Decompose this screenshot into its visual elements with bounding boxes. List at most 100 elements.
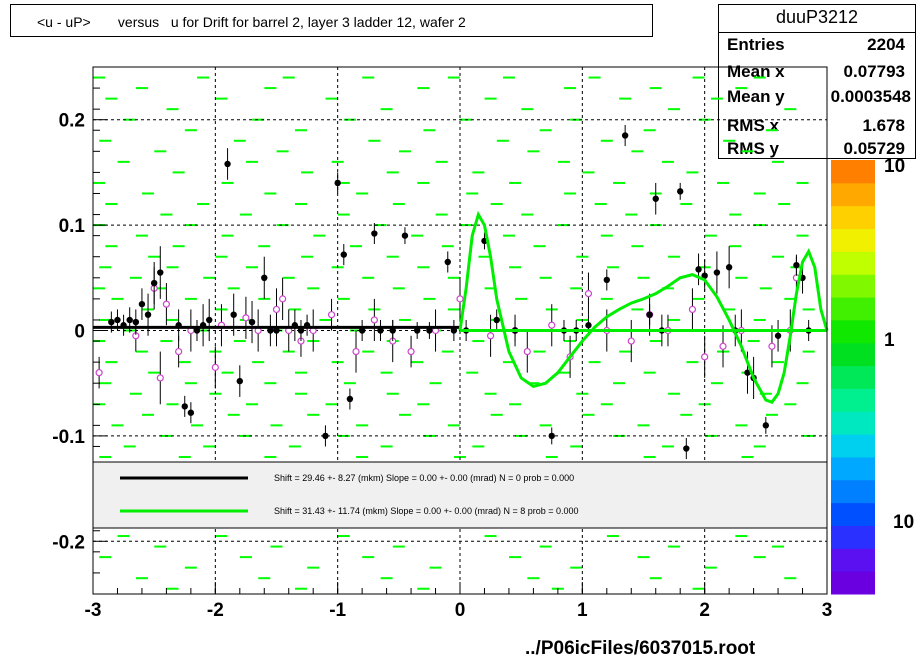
hist-cell bbox=[215, 97, 228, 100]
palette-swatch bbox=[831, 342, 875, 367]
hist-cell bbox=[337, 213, 350, 216]
hist-cell bbox=[392, 203, 405, 206]
hist-cell bbox=[527, 382, 540, 385]
hist-cell bbox=[802, 308, 815, 311]
profile-point bbox=[725, 264, 733, 271]
profile-point bbox=[144, 311, 152, 318]
hist-cell bbox=[362, 276, 375, 279]
hist-cell bbox=[386, 392, 399, 395]
hist-cell bbox=[288, 445, 301, 448]
profile2-point bbox=[548, 321, 556, 329]
hist-cell bbox=[796, 181, 809, 184]
palette-swatch bbox=[831, 251, 875, 275]
profile2-point bbox=[523, 347, 531, 356]
hist-cell bbox=[576, 255, 589, 258]
hist-cell bbox=[313, 234, 326, 237]
hist-cell bbox=[680, 413, 693, 416]
hist-cell bbox=[613, 382, 626, 385]
hist-cell bbox=[356, 192, 369, 195]
palette-swatch bbox=[831, 160, 875, 184]
hist-cell bbox=[704, 566, 717, 569]
y-tick-label: -0.1 bbox=[52, 427, 85, 448]
hist-cell bbox=[661, 160, 674, 163]
profile2-point bbox=[370, 316, 378, 324]
hist-cell bbox=[301, 171, 314, 174]
hist-cell bbox=[184, 382, 197, 385]
hist-cell bbox=[741, 150, 754, 153]
palette-swatch bbox=[831, 411, 875, 435]
hist-cell bbox=[784, 297, 797, 300]
profile-point bbox=[762, 422, 770, 429]
hist-cell bbox=[411, 361, 424, 364]
y-tick-label: 0.1 bbox=[59, 216, 86, 237]
hist-cell bbox=[435, 160, 448, 163]
hist-cell bbox=[606, 535, 619, 538]
hist-cell bbox=[484, 392, 497, 395]
hist-cell bbox=[135, 350, 148, 353]
hist-cell bbox=[765, 129, 778, 132]
hist-cell bbox=[129, 276, 142, 279]
profile-point bbox=[548, 432, 555, 440]
profile2-point bbox=[407, 347, 415, 356]
profile-point bbox=[108, 318, 115, 326]
hist-cell bbox=[509, 266, 522, 269]
profile2-point bbox=[688, 305, 697, 314]
hist-cell bbox=[484, 97, 497, 100]
hist-cell bbox=[570, 445, 583, 448]
profile-point bbox=[150, 279, 158, 287]
hist-cell bbox=[227, 287, 240, 290]
hist-cell bbox=[466, 192, 479, 195]
x-tick-label: 0 bbox=[455, 600, 466, 621]
hist-cell bbox=[362, 350, 375, 353]
hist-cell bbox=[350, 245, 363, 248]
chart-title: <u - uP> versus u for Drift for barrel 2… bbox=[37, 14, 466, 30]
hist-cell bbox=[197, 203, 210, 206]
profile-point bbox=[371, 230, 378, 237]
hist-cell bbox=[417, 266, 430, 269]
profile2-point bbox=[242, 314, 250, 322]
hist-cell bbox=[99, 266, 112, 269]
palette-swatch bbox=[831, 456, 875, 481]
hist-cell bbox=[239, 556, 252, 559]
hist-cell bbox=[704, 234, 717, 237]
hist-cell bbox=[105, 361, 118, 364]
hist-cell bbox=[759, 287, 772, 290]
hist-cell bbox=[117, 535, 130, 538]
hist-cell bbox=[619, 350, 632, 353]
hist-cell bbox=[93, 181, 106, 184]
hist-cell bbox=[93, 76, 106, 79]
hist-cell bbox=[784, 108, 797, 111]
hist-cell bbox=[496, 139, 509, 142]
hist-cell bbox=[233, 139, 246, 142]
fit-legend: Shift = 29.46 +- 8.27 (mkm) Slope = 0.00… bbox=[92, 461, 828, 529]
stats-label: Entries bbox=[727, 35, 785, 54]
hist-cell bbox=[203, 276, 216, 279]
hist-cell bbox=[753, 76, 766, 79]
hist-cell bbox=[423, 129, 436, 132]
hist-cell bbox=[631, 308, 644, 311]
hist-cell bbox=[784, 577, 797, 580]
profile2-point bbox=[456, 295, 464, 303]
hist-cell bbox=[649, 224, 662, 227]
hist-cell bbox=[613, 434, 626, 437]
hist-cell bbox=[643, 455, 656, 458]
stats-row-mean-y: Mean y 0.0003548 bbox=[727, 87, 911, 111]
hist-cell bbox=[661, 287, 674, 290]
hist-cell bbox=[649, 577, 662, 580]
hist-cell bbox=[166, 318, 179, 321]
hist-cell bbox=[337, 434, 350, 437]
profile-point bbox=[322, 432, 329, 440]
hist-cell bbox=[325, 403, 338, 406]
profile-point bbox=[683, 445, 690, 452]
hist-cell bbox=[594, 203, 607, 206]
hist-cell bbox=[631, 150, 644, 153]
hist-cell bbox=[686, 361, 699, 364]
hist-cell bbox=[374, 224, 387, 227]
hist-cell bbox=[307, 413, 320, 416]
stats-title: duuP3212 bbox=[775, 7, 859, 27]
hist-cell bbox=[252, 118, 265, 121]
hist-cell bbox=[606, 266, 619, 269]
hist-cell bbox=[778, 203, 791, 206]
hist-cell bbox=[380, 445, 393, 448]
profile-point bbox=[744, 369, 751, 376]
